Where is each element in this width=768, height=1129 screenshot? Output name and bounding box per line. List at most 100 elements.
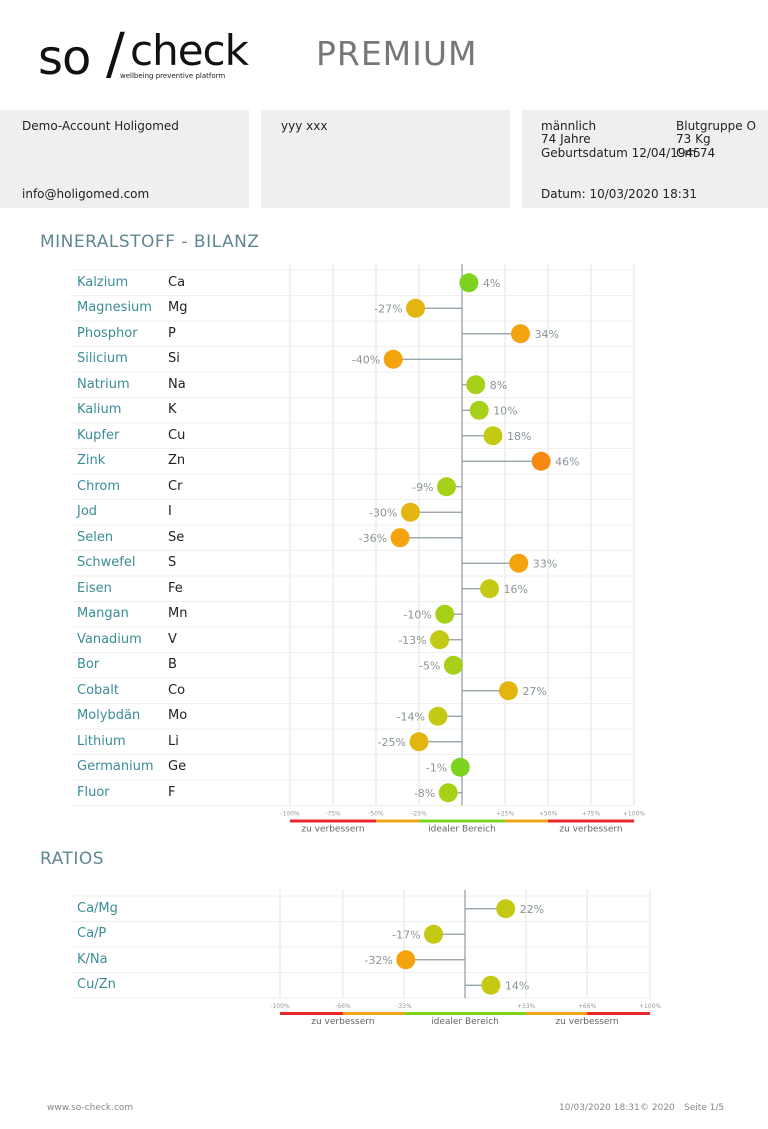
value-dot xyxy=(459,273,479,293)
tick-label: +75% xyxy=(582,811,601,818)
element-symbol: K xyxy=(168,402,177,418)
element-symbol: Cr xyxy=(168,478,183,494)
value-label: 46% xyxy=(555,455,579,468)
category-label: Silicium xyxy=(77,351,128,367)
value-dot xyxy=(469,400,489,420)
element-symbol: Co xyxy=(168,682,186,698)
category-label: Jod xyxy=(77,504,98,520)
value-label: 18% xyxy=(507,430,531,443)
category-label: Schwefel xyxy=(77,555,136,571)
category-label: Cobalt xyxy=(77,682,119,698)
value-dot xyxy=(409,732,429,752)
value-label: -13% xyxy=(398,634,426,647)
value-dot xyxy=(510,324,530,344)
value-dot xyxy=(424,924,444,944)
patient-details-box: männlich 74 Jahre Geburtsdatum 12/04/194… xyxy=(522,110,768,208)
element-symbol: Na xyxy=(168,376,186,392)
value-dot xyxy=(390,528,410,548)
value-dot xyxy=(509,553,529,573)
element-symbol: V xyxy=(168,631,177,647)
value-label: 8% xyxy=(490,379,507,392)
element-symbol: Zn xyxy=(168,453,186,469)
tick-label: -33% xyxy=(396,1003,412,1010)
zone-segment xyxy=(587,1012,650,1015)
category-label: Selen xyxy=(77,529,114,545)
tick-label: +66% xyxy=(578,1003,597,1010)
tick-label: +33% xyxy=(517,1003,536,1010)
element-symbol: F xyxy=(168,784,176,800)
category-label: Zink xyxy=(77,453,106,469)
element-symbol: S xyxy=(168,555,177,571)
value-label: -10% xyxy=(403,608,431,621)
value-dot xyxy=(435,604,455,624)
value-label: -40% xyxy=(352,353,380,366)
value-label: -30% xyxy=(369,506,397,519)
element-symbol: I xyxy=(168,504,172,520)
zone-segment xyxy=(419,819,505,823)
patient-bloodgroup: Blutgruppe O xyxy=(676,119,756,133)
value-dot xyxy=(437,477,457,497)
element-symbol: B xyxy=(168,657,177,673)
zone-label: zu verbessern xyxy=(311,1017,374,1027)
category-label: Cu/Zn xyxy=(77,977,116,993)
element-symbol: Cu xyxy=(168,427,186,443)
value-dot xyxy=(496,899,516,919)
value-dot xyxy=(430,630,450,650)
logo-tagline: wellbeing preventive platform xyxy=(120,72,226,80)
value-dot xyxy=(400,502,420,522)
value-dot xyxy=(443,655,463,675)
value-dot xyxy=(383,349,403,369)
zone-segment xyxy=(280,1012,343,1015)
element-symbol: Mn xyxy=(168,606,188,622)
tick-label: +25% xyxy=(496,811,515,818)
category-label: Kalium xyxy=(77,402,122,418)
value-dot xyxy=(406,298,426,318)
element-symbol: Ca xyxy=(168,274,186,290)
value-dot xyxy=(481,975,501,995)
logo-so-text: so xyxy=(38,30,91,86)
value-dot xyxy=(428,706,448,726)
value-label: 27% xyxy=(522,685,546,698)
tick-label: -75% xyxy=(325,811,341,818)
element-symbol: Si xyxy=(168,351,180,367)
category-label: Natrium xyxy=(77,376,130,392)
zone-label: zu verbessern xyxy=(301,825,364,835)
tick-label: -25% xyxy=(411,811,427,818)
value-dot xyxy=(531,451,551,471)
account-box: Demo-Account Holigomed info@holigomed.co… xyxy=(0,110,249,208)
ratios-section-title: RATIOS xyxy=(40,849,105,869)
account-email: info@holigomed.com xyxy=(22,187,150,201)
patient-name: yyy xxx xyxy=(281,119,328,133)
element-symbol: Fe xyxy=(168,580,183,596)
value-label: -14% xyxy=(396,710,424,723)
value-label: -25% xyxy=(378,736,406,749)
category-label: Kupfer xyxy=(77,427,120,443)
value-label: -36% xyxy=(359,532,387,545)
category-label: Fluor xyxy=(77,784,110,800)
mineral-section-title: MINERALSTOFF - BILANZ xyxy=(40,232,260,252)
patient-box: yyy xxx xyxy=(261,110,510,208)
value-dot xyxy=(483,426,503,446)
zone-label: idealer Bereich xyxy=(428,825,496,835)
value-dot xyxy=(438,783,458,803)
value-dot xyxy=(466,375,486,395)
zone-segment xyxy=(526,1012,588,1015)
logo: so / check wellbeing preventive platform xyxy=(38,22,249,87)
zone-segment xyxy=(403,1012,527,1015)
value-dot xyxy=(498,681,518,701)
category-label: Chrom xyxy=(77,478,120,494)
element-symbol: Mg xyxy=(168,300,188,316)
page-title: PREMIUM xyxy=(316,34,478,73)
value-label: 34% xyxy=(534,328,558,341)
patient-age: 74 Jahre xyxy=(541,132,591,146)
category-label: Ca/P xyxy=(77,926,107,942)
value-label: 16% xyxy=(504,583,528,596)
value-label: -8% xyxy=(414,787,435,800)
logo-check-text: check xyxy=(130,26,249,75)
patient-weight: 73 Kg xyxy=(676,132,711,146)
element-symbol: P xyxy=(168,325,176,341)
element-symbol: Ge xyxy=(168,759,187,775)
value-label: 14% xyxy=(505,979,529,992)
category-label: Vanadium xyxy=(77,631,142,647)
